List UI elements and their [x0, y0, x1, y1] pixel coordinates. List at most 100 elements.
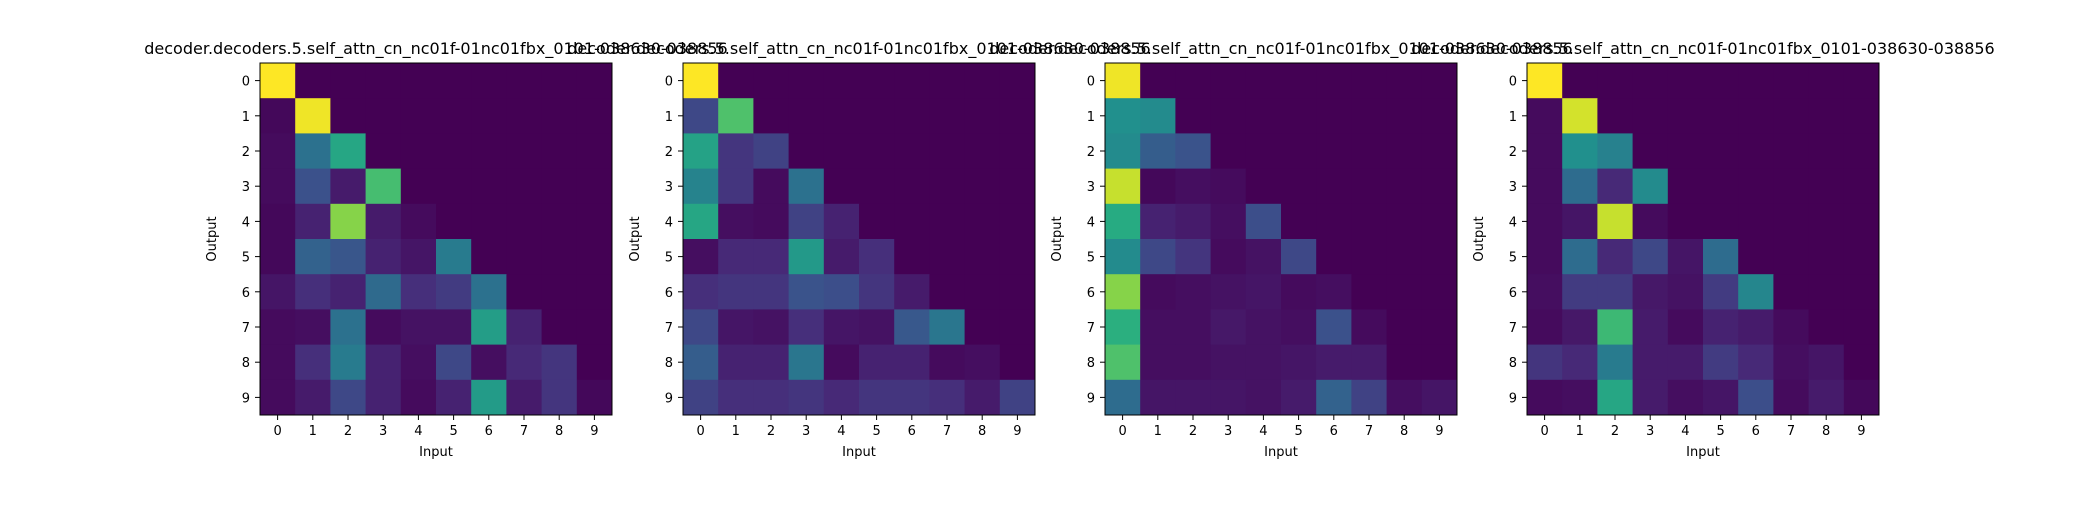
heatmap-cell: [576, 203, 613, 240]
heatmap-cell: [1351, 133, 1387, 169]
y-tick-label: 2: [242, 145, 250, 160]
heatmap-cell: [1597, 168, 1633, 205]
heatmap-cell: [471, 379, 507, 416]
heatmap-cell: [1667, 63, 1704, 99]
heatmap-panel: 0 1 2 3 4 5 6 7 8 9 0 1 2 3 4 5 6 7 8 9 Input Output decoder.d…: [567, 39, 1150, 460]
heatmap-cell: [1562, 98, 1598, 134]
x-tick-label: 9: [1857, 424, 1865, 439]
heatmap-cell: [400, 133, 437, 169]
heatmap-cell: [1210, 98, 1247, 134]
heatmap-cell: [683, 168, 719, 205]
heatmap-cell: [1281, 309, 1317, 345]
y-tick-label: 5: [242, 251, 250, 266]
heatmap-cell: [1175, 133, 1211, 169]
heatmap-cell: [683, 274, 719, 310]
heatmap-cell: [823, 344, 860, 381]
heatmap-cell: [999, 274, 1036, 310]
heatmap-cell: [1175, 379, 1211, 416]
heatmap-cell: [1597, 379, 1633, 416]
heatmap-cell: [1245, 274, 1282, 310]
heatmap-cell: [1527, 203, 1563, 240]
heatmap-cell: [1738, 379, 1774, 416]
heatmap-cell: [365, 379, 402, 416]
heatmap-cell: [683, 98, 719, 134]
heatmap-cell: [1527, 63, 1563, 99]
heatmap-cell: [1210, 379, 1247, 416]
heatmap-cell: [1386, 168, 1423, 205]
heatmap-cell: [576, 63, 613, 99]
heatmap-cell: [1703, 63, 1739, 99]
heatmap-cell: [365, 239, 402, 275]
heatmap-cell: [295, 344, 331, 381]
heatmap-cell: [365, 133, 402, 169]
heatmap-cell: [1245, 379, 1282, 416]
x-tick-label: 5: [1294, 424, 1302, 439]
x-tick-label: 8: [978, 424, 986, 439]
heatmap-cell: [260, 274, 296, 310]
heatmap-cell: [929, 168, 965, 205]
heatmap-cell: [541, 344, 578, 381]
y-axis-label: Output: [205, 216, 220, 261]
heatmap-cell: [683, 239, 719, 275]
heatmap-cell: [1843, 309, 1880, 345]
heatmap-cell: [576, 168, 613, 205]
heatmap-cell: [471, 309, 507, 345]
heatmap-cell: [330, 379, 366, 416]
heatmap-cell: [1597, 239, 1633, 275]
heatmap-cell: [330, 63, 366, 99]
heatmap-cell: [365, 98, 402, 134]
x-tick-label: 2: [1611, 424, 1619, 439]
heatmap-cell: [1386, 63, 1423, 99]
heatmap-cell: [894, 274, 930, 310]
x-tick-label: 2: [344, 424, 352, 439]
heatmap-cell: [1703, 203, 1739, 240]
heatmap-cell: [1562, 63, 1598, 99]
heatmap-cell: [1281, 133, 1317, 169]
heatmap-cell: [1843, 133, 1880, 169]
heatmap-cell: [1773, 98, 1809, 134]
heatmap-cell: [1281, 344, 1317, 381]
heatmap-cell: [365, 344, 402, 381]
y-tick-label: 1: [665, 110, 673, 125]
heatmap-cell: [788, 168, 825, 205]
plot-frame: [682, 62, 1036, 416]
heatmap-cell: [436, 98, 472, 134]
x-tick-label: 0: [1118, 424, 1126, 439]
x-tick-label: 6: [1752, 424, 1760, 439]
heatmap-cell: [1773, 168, 1809, 205]
plot-frame: [1526, 62, 1880, 416]
x-tick-label: 4: [837, 424, 845, 439]
heatmap-cell: [506, 309, 542, 345]
heatmap-cell: [1386, 133, 1423, 169]
heatmap-cell: [894, 239, 930, 275]
heatmap-cell: [1808, 379, 1845, 416]
x-axis-label: Input: [842, 445, 876, 460]
heatmap-cell: [506, 63, 542, 99]
x-tick-label: 7: [943, 424, 951, 439]
heatmap-cell: [788, 379, 825, 416]
heatmap-cell: [1281, 274, 1317, 310]
heatmap-cell: [295, 63, 331, 99]
heatmap-cell: [1703, 379, 1739, 416]
heatmap-cell: [260, 309, 296, 345]
x-tick-label: 9: [1013, 424, 1021, 439]
y-tick-label: 9: [242, 391, 250, 406]
y-tick-label: 7: [665, 321, 673, 336]
heatmap-cell: [295, 133, 331, 169]
y-axis-label: Output: [1050, 216, 1065, 261]
heatmap-cell: [753, 168, 789, 205]
heatmap-cell: [788, 274, 825, 310]
heatmap-cell: [330, 133, 366, 169]
heatmap-cell: [1175, 274, 1211, 310]
heatmap-cell: [1105, 309, 1141, 345]
heatmap-cell: [295, 98, 331, 134]
x-tick-label: 6: [908, 424, 916, 439]
heatmap-cell: [1210, 309, 1247, 345]
heatmap-cell: [964, 63, 1001, 99]
heatmap-cell: [1175, 63, 1211, 99]
heatmap-cell: [1386, 344, 1423, 381]
heatmap-cell: [1562, 203, 1598, 240]
heatmap-cell: [859, 379, 895, 416]
heatmap-cell: [400, 344, 437, 381]
heatmap-cell: [894, 98, 930, 134]
